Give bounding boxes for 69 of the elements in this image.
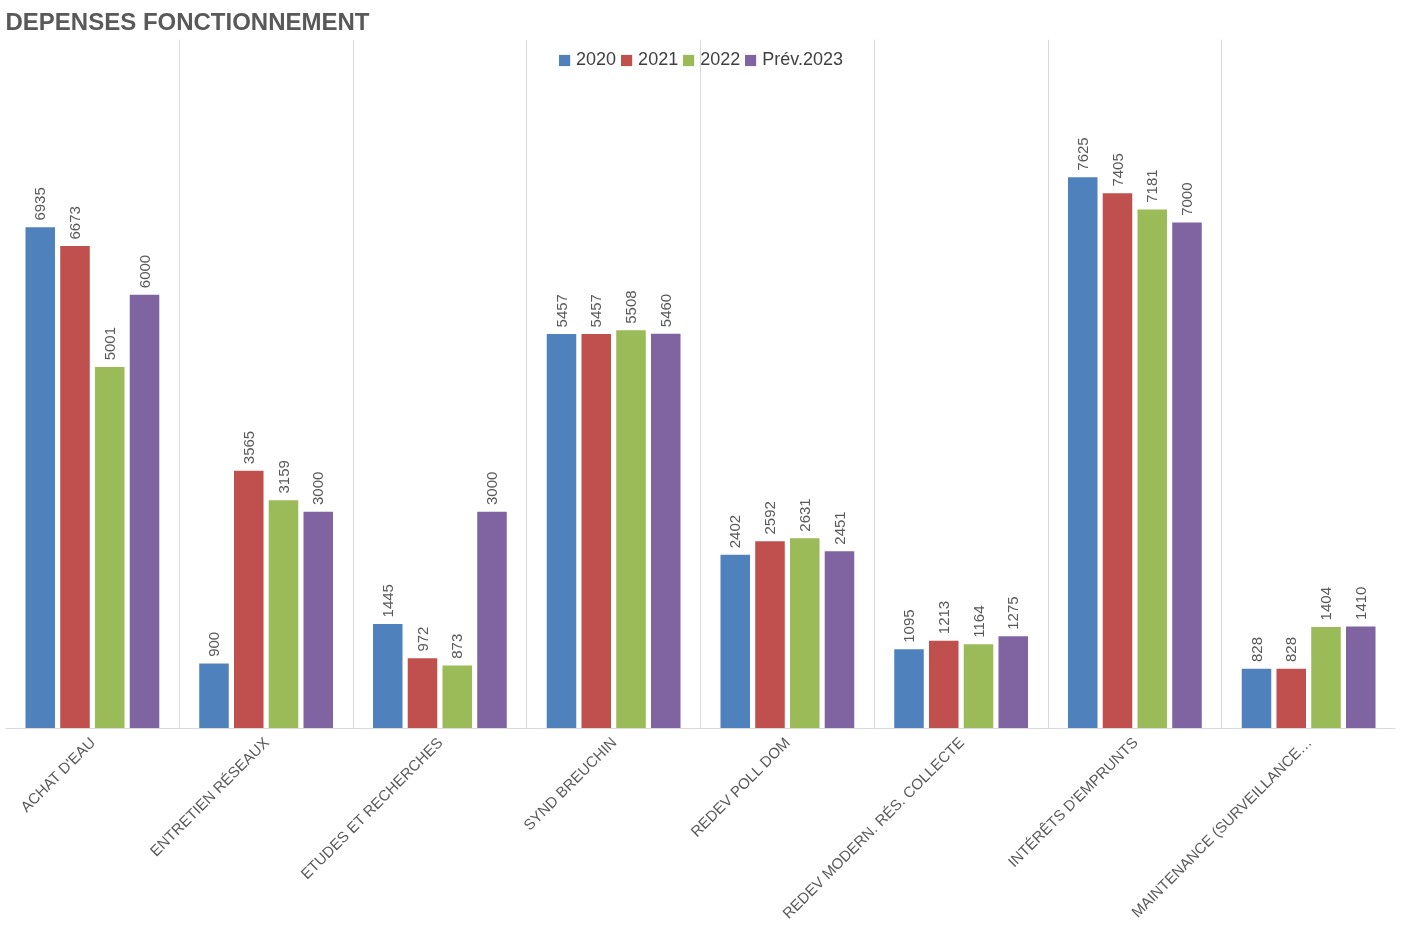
data-label: 6935 bbox=[31, 187, 49, 221]
data-label: 1164 bbox=[969, 605, 987, 638]
data-label: 7000 bbox=[1178, 182, 1195, 216]
bar bbox=[1067, 177, 1098, 729]
bar bbox=[129, 294, 160, 729]
legend-label: 2021 bbox=[638, 49, 679, 70]
bar bbox=[1137, 209, 1168, 729]
bar bbox=[199, 663, 229, 729]
bar bbox=[372, 624, 403, 729]
bar bbox=[581, 334, 612, 729]
data-label: 900 bbox=[205, 631, 222, 657]
data-label: 2631 bbox=[795, 498, 813, 532]
data-label: 3000 bbox=[483, 471, 500, 506]
bar bbox=[1241, 668, 1272, 729]
bar bbox=[1102, 193, 1133, 729]
data-label: 1404 bbox=[1317, 587, 1334, 621]
data-label: 5457 bbox=[587, 294, 605, 328]
bar bbox=[789, 538, 820, 729]
bar bbox=[303, 511, 334, 729]
data-label: 6000 bbox=[135, 254, 153, 289]
data-label: 1213 bbox=[934, 600, 952, 635]
data-label: 5460 bbox=[656, 293, 674, 328]
data-label: 6673 bbox=[66, 206, 83, 240]
data-label: 828 bbox=[1247, 637, 1265, 663]
bar bbox=[477, 511, 507, 729]
data-label: 828 bbox=[1282, 637, 1300, 663]
data-label: 7405 bbox=[1108, 153, 1126, 187]
data-label: 2451 bbox=[830, 511, 848, 545]
bar bbox=[650, 333, 681, 729]
bar bbox=[963, 644, 994, 729]
data-label: 3565 bbox=[239, 430, 257, 465]
bar bbox=[998, 636, 1029, 729]
chart-title: DEPENSES FONCTIONNEMENT bbox=[5, 7, 370, 35]
bar bbox=[94, 366, 125, 729]
legend-label: 2020 bbox=[576, 49, 617, 70]
bar bbox=[60, 246, 90, 729]
data-label: 1095 bbox=[900, 609, 917, 643]
bar bbox=[1345, 626, 1376, 729]
bar bbox=[25, 227, 56, 729]
bar bbox=[720, 554, 751, 729]
data-label: 1275 bbox=[1004, 596, 1022, 630]
bar bbox=[928, 640, 959, 729]
data-label: 1410 bbox=[1351, 586, 1369, 620]
bar bbox=[616, 330, 646, 729]
legend-label: Prév.2023 bbox=[762, 49, 843, 70]
bar bbox=[1311, 627, 1341, 729]
bar bbox=[755, 541, 785, 729]
bar bbox=[442, 665, 473, 729]
data-label: 972 bbox=[413, 626, 431, 652]
bar bbox=[1172, 222, 1202, 729]
data-label: 1445 bbox=[378, 584, 396, 618]
legend-label: 2022 bbox=[700, 49, 741, 70]
data-label: 873 bbox=[448, 633, 466, 659]
data-label: 7181 bbox=[1143, 169, 1161, 203]
bar bbox=[268, 500, 299, 729]
bar bbox=[546, 334, 577, 729]
bar bbox=[407, 658, 438, 729]
data-label: 5457 bbox=[552, 294, 570, 328]
bar bbox=[1276, 668, 1307, 729]
bar bbox=[233, 470, 264, 729]
data-label: 5508 bbox=[622, 290, 639, 324]
data-label: 2402 bbox=[726, 514, 744, 549]
bar bbox=[894, 649, 924, 729]
data-label: 3000 bbox=[309, 471, 327, 506]
data-label: 7625 bbox=[1073, 137, 1091, 171]
data-label: 2592 bbox=[761, 501, 778, 535]
data-label: 3159 bbox=[274, 460, 292, 494]
bar bbox=[824, 551, 855, 729]
data-label: 5001 bbox=[100, 327, 118, 361]
